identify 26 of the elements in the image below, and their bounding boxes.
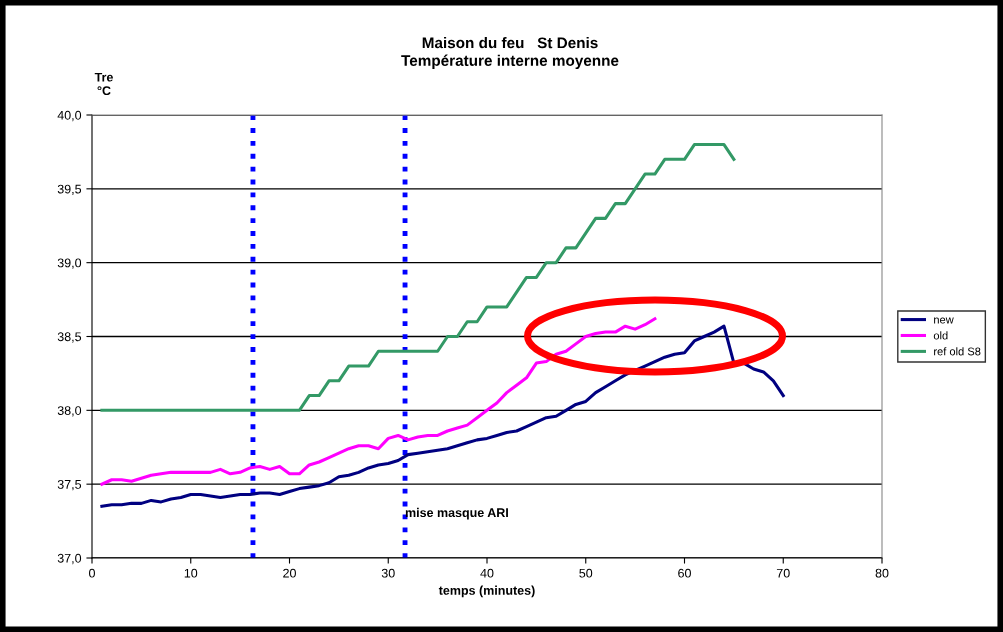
x-tick-label: 40 bbox=[480, 568, 494, 578]
x-tick-label: 10 bbox=[184, 568, 198, 578]
y-tick-label: 39,0 bbox=[57, 258, 82, 269]
y-tick-label: 38,0 bbox=[57, 406, 82, 417]
line-series bbox=[100, 324, 785, 508]
y-tick-label: 40,0 bbox=[57, 110, 82, 122]
y-tick-label: 38,5 bbox=[57, 332, 82, 343]
y-tick-label: 37,5 bbox=[57, 479, 82, 491]
x-axis-title: temps (minutes) bbox=[438, 585, 535, 598]
legend-label: old bbox=[933, 331, 948, 340]
y-tick-label: 39,5 bbox=[57, 184, 82, 195]
x-tick-label: 30 bbox=[381, 568, 395, 578]
legend-label: ref old S8 bbox=[934, 347, 981, 356]
x-tick-label: 60 bbox=[678, 568, 691, 578]
x-tick-label: 80 bbox=[875, 568, 889, 578]
legend-label: new bbox=[934, 317, 954, 324]
x-tick-label: 50 bbox=[579, 568, 593, 578]
x-tick-label: 0 bbox=[89, 568, 95, 578]
ref-line-label: mise masque ARI bbox=[405, 507, 508, 520]
x-tick-label: 70 bbox=[776, 568, 790, 578]
line-series bbox=[100, 317, 657, 486]
x-tick-label: 20 bbox=[283, 568, 296, 578]
y-tick-label: 37,0 bbox=[57, 553, 82, 565]
chart-title: Maison du feu St Denis Température interne moyenne bbox=[401, 37, 619, 69]
y-axis-title: Tre °C bbox=[94, 72, 113, 96]
line-series bbox=[100, 143, 736, 412]
